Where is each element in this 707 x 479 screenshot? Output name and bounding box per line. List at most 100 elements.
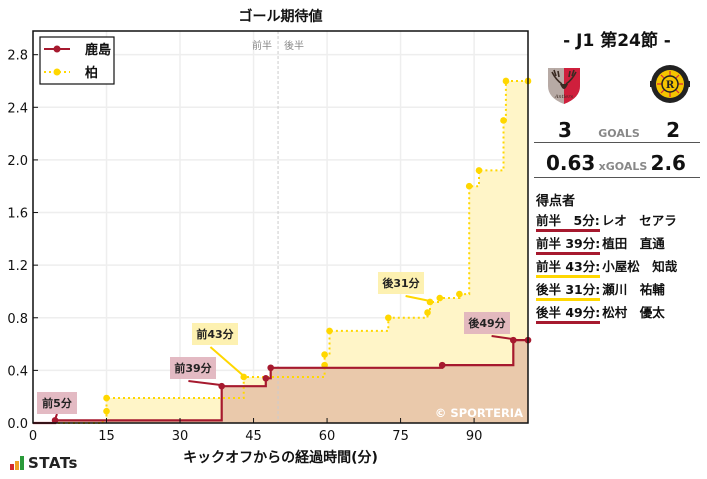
scorer-name: レオ セアラ: [601, 213, 677, 228]
shot-marker: [262, 374, 270, 382]
scorer-name: 松村 優太: [602, 305, 665, 320]
first-half-label: 前半: [252, 39, 272, 52]
goal-time: 後半 31分:: [536, 281, 601, 301]
scorer-item: 後半 49分: 松村 優太: [536, 304, 700, 327]
y-tick-label: 1.2: [7, 259, 28, 274]
shot-marker: [424, 309, 431, 316]
y-tick-label: 2.8: [7, 49, 28, 64]
goal-time: 前半 39分:: [536, 235, 601, 255]
chart-title: ゴール期待値: [238, 9, 323, 25]
annotation-box: [37, 392, 77, 414]
x-tick-label: 90: [466, 429, 483, 444]
away-xg: 2.6: [650, 151, 686, 175]
stats-logo-text: STATs: [28, 454, 78, 472]
shot-marker: [502, 77, 510, 85]
home-overlay-fill: [33, 340, 528, 423]
x-tick-label: 30: [172, 429, 189, 444]
annotation-pointer: [54, 413, 58, 420]
scorer-item: 前半 43分: 小屋松 知哉: [536, 258, 700, 281]
match-title: - J1 第24節 -: [563, 31, 671, 51]
legend-label: 鹿島: [85, 42, 111, 58]
shot-marker: [321, 351, 328, 358]
annotation-box: [464, 312, 510, 334]
annotation-box: [192, 323, 238, 345]
x-axis-label: キックオフからの経過時間(分): [183, 450, 378, 466]
shot-marker: [326, 327, 333, 335]
away-goals: 2: [666, 118, 680, 142]
legend-box: [39, 36, 115, 85]
half-time-marker: 前半 後半: [252, 31, 304, 423]
annotation-pointer: [491, 335, 514, 341]
scorer-name: 瀬川 祐輔: [602, 282, 665, 297]
annotation-label: 前39分: [174, 361, 211, 375]
goal-time: 前半 43分:: [536, 258, 601, 278]
annotation-box: [378, 272, 424, 294]
chart-legend: 鹿島柏: [39, 36, 115, 85]
shot-marker: [267, 364, 274, 372]
watermark: © SPORTERIA: [435, 406, 523, 420]
scorer-item: 前半 5分: レオ セアラ: [536, 212, 700, 235]
plot-frame: [32, 30, 529, 424]
scorer-item: 前半 39分: 植田 直通: [536, 235, 700, 258]
shot-marker: [103, 394, 110, 402]
shot-marker: [475, 167, 483, 174]
x-tick-label: 0: [29, 429, 37, 444]
scorers-title: 得点者: [536, 194, 576, 209]
goals-row: 3 GOALS 2: [534, 118, 700, 143]
scorer-item: 後半 31分: 瀬川 祐輔: [536, 281, 700, 304]
stats-bars-icon: [10, 456, 24, 470]
shot-marker: [103, 407, 110, 415]
shot-marker: [500, 117, 507, 124]
match-panel: - J1 第24節 - Antlers R 3 GOALS 2 0.63 x: [534, 28, 700, 327]
y-tick-label: 0.8: [7, 312, 28, 327]
shot-marker: [51, 417, 59, 424]
legend-marker-icon: [53, 45, 61, 53]
chart-grid: [32, 31, 528, 424]
goals-label: GOALS: [598, 127, 640, 140]
kashiwa-reysol-crest-icon: R: [650, 65, 690, 103]
y-tick-label: 0.4: [7, 364, 28, 379]
kashima-antlers-crest-icon: Antlers: [548, 68, 580, 104]
shot-marker: [436, 294, 444, 302]
stats-logo: STATs: [10, 454, 78, 472]
y-tick-label: 2.4: [7, 101, 28, 116]
second-half-label: 後半: [284, 39, 304, 52]
y-tick-label: 1.6: [7, 207, 28, 222]
svg-text:Antlers: Antlers: [554, 94, 574, 100]
legend-label: 柏: [85, 65, 98, 81]
away-area-fill: [33, 81, 528, 423]
y-tick-label: 0.0: [7, 417, 28, 432]
xgoals-label: xGOALS: [598, 160, 648, 173]
x-tick-label: 75: [392, 429, 409, 444]
shot-marker: [456, 290, 463, 298]
home-xg: 0.63: [546, 151, 596, 175]
annotation-pointer: [209, 346, 245, 377]
xgoals-row: 0.63 xGOALS 2.6: [534, 151, 700, 178]
shot-marker: [438, 361, 446, 369]
scorers-list: 得点者 前半 5分: レオ セアラ 前半 39分: 植田 直通 前半 43分: 小屋松…: [534, 190, 700, 327]
goal-time: 後半 49分:: [536, 304, 601, 324]
annotation-label: 後31分: [382, 276, 419, 290]
goal-time: 前半 5分:: [536, 212, 600, 232]
annotation-pointer: [188, 380, 222, 387]
shot-marker: [385, 314, 392, 322]
chart-axes: 0 15 30 45 60 75 90 0.0 0.4 0.8 1.2 1.6 2.0 2.4 2.8: [7, 30, 529, 444]
annotation-box: [170, 357, 216, 379]
series-lines: [33, 77, 532, 425]
annotation-label: 後49分: [468, 316, 505, 330]
home-goals: 3: [558, 118, 572, 142]
home-area-fill: [33, 340, 528, 423]
scorer-name: 小屋松 知哉: [602, 259, 678, 274]
annotation-pointer: [405, 295, 431, 302]
annotation-label: 前5分: [42, 396, 72, 410]
shot-marker: [218, 382, 225, 390]
y-tick-label: 2.0: [7, 154, 28, 169]
shot-marker: [465, 182, 473, 190]
scorer-name: 植田 直通: [602, 236, 665, 251]
x-tick-label: 15: [98, 429, 115, 444]
area-fills: [33, 81, 528, 423]
x-tick-label: 45: [245, 429, 262, 444]
annotation-label: 前43分: [196, 327, 233, 341]
